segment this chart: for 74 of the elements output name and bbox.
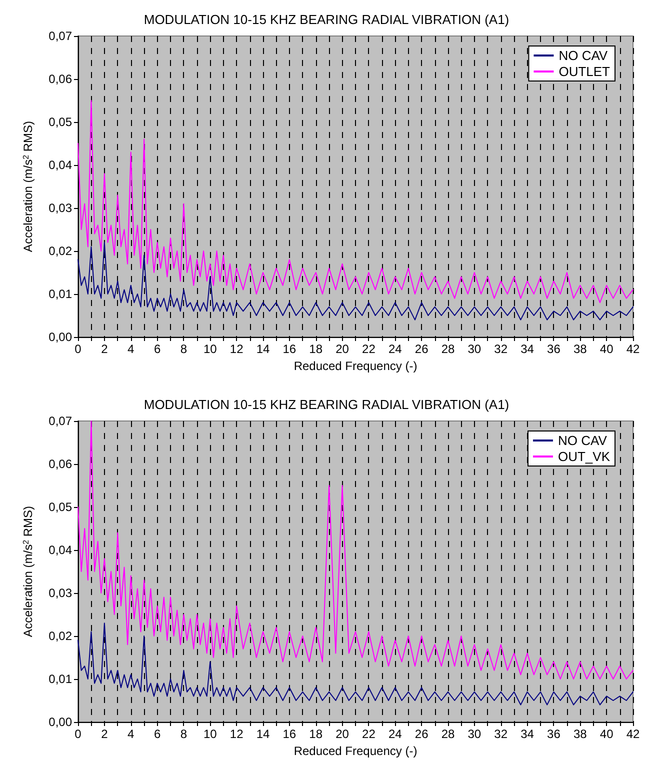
x-tick-label: 8 — [180, 342, 188, 356]
y-axis-title: Acceleration (m/s2 RMS) — [21, 120, 35, 252]
x-tick-label: 2 — [101, 342, 108, 356]
y-tick-label: 0,07 — [48, 29, 72, 43]
x-tick-label: 20 — [336, 342, 350, 356]
y-tick-label: 0,05 — [48, 115, 72, 129]
line-series — [78, 622, 634, 706]
x-tick-label: 24 — [388, 342, 402, 356]
chart-title: MODULATION 10-15 KHZ BEARING RADIAL VIBRATION (A1) — [144, 12, 510, 27]
x-tick-label: 16 — [282, 342, 296, 356]
legend-label: OUTLET — [558, 64, 610, 79]
x-tick-label: 24 — [388, 727, 402, 741]
x-axis-title: Reduced Frequency (-) — [294, 358, 418, 373]
x-tick-label: 12 — [230, 342, 244, 356]
y-tick-label: 0,06 — [48, 457, 72, 471]
x-tick-label: 0 — [74, 342, 82, 356]
x-tick-label: 36 — [547, 342, 561, 356]
x-tick-label: 40 — [600, 342, 614, 356]
x-tick-label: 32 — [494, 727, 508, 741]
y-tick-label: 0,00 — [48, 330, 72, 344]
y-tick-label: 0,01 — [48, 672, 72, 686]
x-tick-label: 12 — [230, 727, 244, 741]
x-tick-label: 14 — [256, 727, 270, 741]
legend-label: NO CAV — [558, 433, 608, 448]
x-tick-label: 28 — [441, 727, 455, 741]
y-tick-label: 0,07 — [48, 414, 72, 428]
x-tick-label: 18 — [309, 727, 323, 741]
x-tick-label: 4 — [128, 727, 135, 741]
x-tick-label: 22 — [362, 727, 376, 741]
y-tick-label: 0,02 — [48, 629, 72, 643]
y-tick-label: 0,05 — [48, 500, 72, 514]
x-tick-label: 38 — [573, 727, 588, 741]
y-tick-label: 0,04 — [48, 543, 72, 557]
x-tick-label: 20 — [336, 727, 350, 741]
x-tick-label: 34 — [520, 727, 534, 741]
y-axis-title: Acceleration (m/s2 RMS) — [21, 506, 35, 638]
x-tick-label: 26 — [414, 727, 429, 741]
x-tick-label: 16 — [282, 727, 296, 741]
x-tick-label: 26 — [414, 342, 429, 356]
x-tick-label: 10 — [203, 342, 218, 356]
x-tick-label: 2 — [101, 727, 108, 741]
x-tick-label: 30 — [468, 342, 482, 356]
x-tick-label: 0 — [74, 727, 82, 741]
x-tick-label: 6 — [154, 727, 161, 741]
chart-title: MODULATION 10-15 KHZ BEARING RADIAL VIBRATION (A1) — [144, 397, 510, 412]
y-tick-label: 0,03 — [48, 201, 72, 215]
x-tick-label: 42 — [626, 342, 640, 356]
x-tick-label: 8 — [180, 727, 188, 741]
x-tick-label: 28 — [441, 342, 455, 356]
x-axis-title: Reduced Frequency (-) — [294, 744, 418, 758]
y-tick-label: 0,06 — [48, 72, 72, 86]
x-tick-label: 36 — [547, 727, 561, 741]
y-tick-label: 0,00 — [48, 715, 72, 729]
legend-label: OUT_VK — [558, 449, 610, 464]
x-tick-label: 34 — [520, 342, 534, 356]
line-series — [78, 420, 634, 680]
x-tick-label: 42 — [626, 727, 640, 741]
x-tick-label: 40 — [600, 727, 614, 741]
x-tick-label: 30 — [468, 727, 482, 741]
legend-label: NO CAV — [558, 48, 608, 63]
x-tick-label: 18 — [309, 342, 323, 356]
line-series — [78, 100, 634, 304]
x-tick-label: 10 — [203, 727, 218, 741]
y-tick-label: 0,04 — [48, 158, 72, 172]
x-tick-label: 14 — [256, 342, 270, 356]
y-tick-label: 0,03 — [48, 586, 72, 600]
x-tick-label: 6 — [154, 342, 161, 356]
x-tick-label: 38 — [573, 342, 588, 356]
y-tick-label: 0,01 — [48, 287, 72, 301]
x-tick-label: 4 — [128, 342, 135, 356]
x-tick-label: 22 — [362, 342, 376, 356]
y-tick-label: 0,02 — [48, 244, 72, 258]
line-series — [78, 242, 634, 320]
x-tick-label: 32 — [494, 342, 508, 356]
